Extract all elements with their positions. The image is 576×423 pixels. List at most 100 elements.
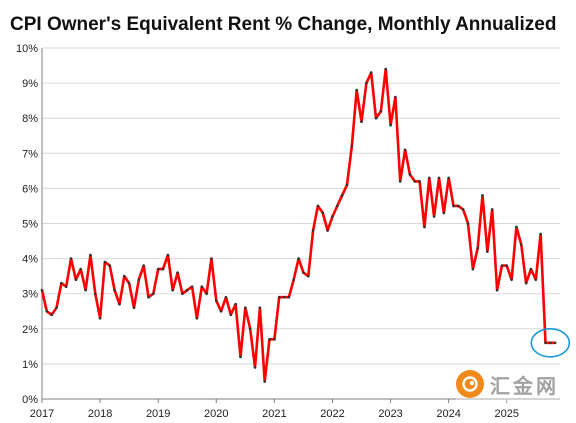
y-tick-label: 3% [22,289,38,301]
data-point [447,176,450,180]
data-point [205,292,208,296]
y-tick-label: 10% [16,43,38,55]
y-tick-label: 0% [22,394,38,406]
data-point [316,204,320,208]
data-point [248,327,252,331]
x-tick-labels: 2017 2018 2019 2020 2021 2022 2023 2024 2025 [30,399,519,420]
data-point [40,288,44,292]
series-line-path [40,67,556,383]
data-point [190,285,194,288]
y-tick-labels: 0% 1% 2% 3% 4% 5% 6% 7% 8% 9% 10% [16,43,38,406]
data-point [79,267,83,271]
y-tick-label: 6% [22,183,38,195]
x-tick-label: 2021 [262,408,286,420]
data-point [476,246,480,250]
data-point [64,285,68,288]
axes [41,48,560,400]
data-point [365,81,368,85]
data-point [369,71,373,74]
x-tick-label: 2019 [146,408,170,420]
data-point [142,264,145,267]
watermark: 汇金网 [456,366,568,402]
data-point [132,306,136,310]
data-point [176,271,179,274]
y-tick-label: 5% [22,219,38,231]
data-point [427,176,431,180]
data-point [161,267,165,271]
data-point [156,267,160,271]
data-point [331,215,334,218]
data-point [452,204,455,208]
data-point [326,229,329,232]
data-point [553,341,557,345]
x-tick-label: 2025 [495,408,519,420]
y-tick-label: 4% [22,254,38,266]
data-point [418,180,421,183]
data-point [152,292,155,296]
data-point [389,123,392,127]
data-point [466,222,470,225]
data-point [214,299,218,303]
data-point [185,288,189,292]
data-point [423,225,426,229]
data-point [60,281,63,285]
x-tick-label: 2017 [30,408,54,420]
data-point [239,355,242,359]
data-point [55,306,58,310]
data-point [224,295,228,299]
data-point [408,173,412,176]
data-point [457,204,460,208]
data-point [258,306,262,310]
x-tick-label: 2023 [378,408,402,420]
data-point [253,366,257,369]
x-tick-label: 2022 [320,408,344,420]
data-point [297,257,300,260]
data-point [181,292,184,296]
data-point [510,278,513,281]
data-point [355,88,358,92]
highlight-circle [530,328,571,358]
y-tick-label: 9% [22,78,38,90]
x-tick-label: 2020 [204,408,228,420]
data-point [374,116,378,120]
data-point [147,295,150,299]
data-point [539,232,542,236]
data-point [93,292,97,296]
data-point [340,194,344,197]
data-point [534,278,538,281]
data-point [127,281,131,285]
data-point [437,176,441,180]
data-point [486,250,489,253]
data-point [306,274,310,278]
data-point [69,257,73,260]
data-point [524,281,528,285]
data-point [403,148,407,152]
data-point [50,313,53,317]
data-point [360,120,363,124]
data-point [379,109,383,113]
data-point [515,225,518,229]
data-point [287,295,291,299]
data-point [345,183,349,187]
data-point [234,302,237,306]
data-point [481,194,484,197]
data-point [384,67,388,71]
data-point [98,316,102,320]
data-point [544,341,547,345]
series-line [40,67,556,383]
data-point [336,204,339,208]
data-point [311,229,315,232]
data-point [471,267,475,271]
x-tick-label: 2024 [436,408,460,420]
x-tick-label: 2018 [88,408,112,420]
data-point [219,309,223,313]
data-point [45,309,49,313]
data-point [229,313,233,317]
data-point [273,338,276,341]
data-point [166,253,170,257]
data-point [302,271,305,274]
data-point [549,341,552,345]
data-point [529,267,533,271]
data-point [350,144,354,148]
